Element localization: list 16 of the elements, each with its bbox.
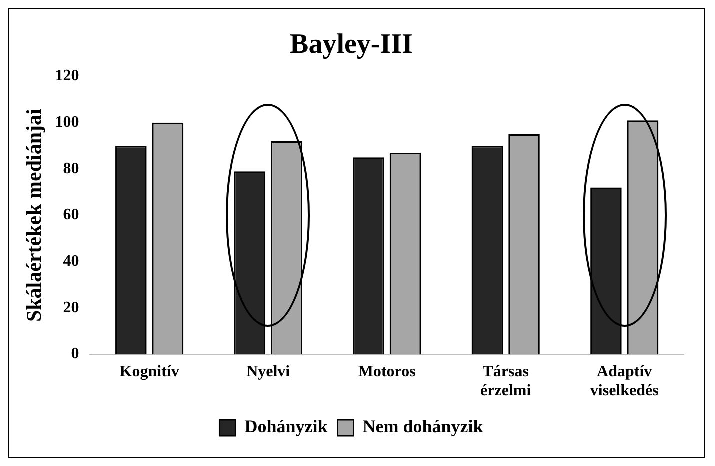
legend-label: Dohányzik: [244, 416, 328, 437]
x-tick-label: Kognitív: [120, 363, 180, 380]
legend-label: Nem dohányzik: [362, 416, 484, 437]
y-tick-label: 100: [55, 114, 80, 132]
x-tick-label: Motoros: [358, 363, 416, 380]
y-axis-title: Skálaértékek mediánjai: [22, 108, 46, 322]
x-tick-label: Adaptív viselkedés: [590, 363, 659, 400]
y-tick-label: 0: [71, 346, 80, 363]
y-tick-label: 120: [55, 68, 80, 85]
x-tick-label: Nyelvi: [246, 363, 291, 380]
y-tick-label: 60: [63, 206, 80, 224]
chart-title: Bayley-III: [290, 29, 413, 60]
y-tick-label: 40: [63, 253, 80, 270]
x-tick-label: Társas érzelmi: [480, 363, 532, 400]
y-tick-label: 20: [63, 299, 80, 316]
y-tick-label: 80: [63, 160, 80, 178]
